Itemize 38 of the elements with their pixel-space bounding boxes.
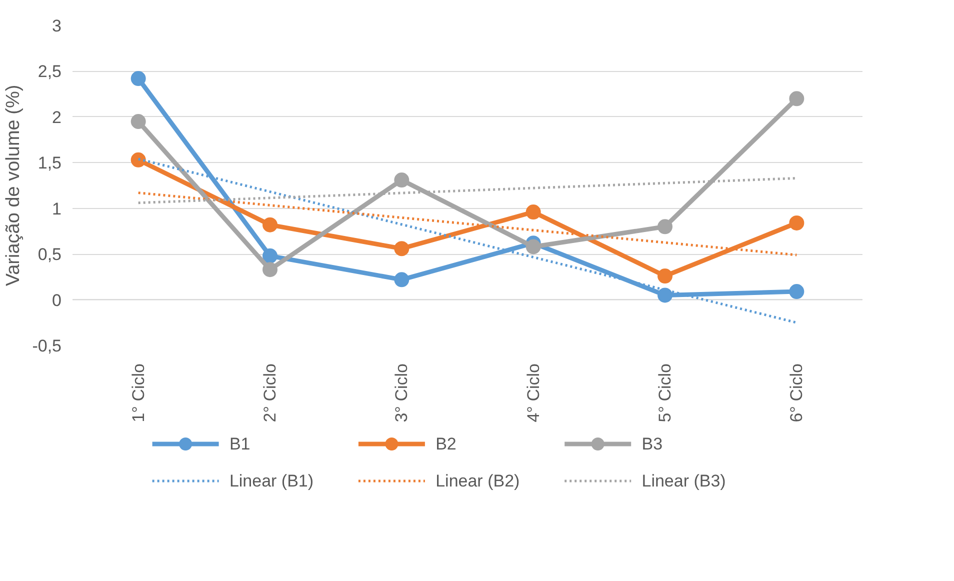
point [262, 217, 278, 232]
point [262, 262, 278, 278]
legend-label: B3 [642, 434, 663, 454]
point [789, 216, 804, 230]
x-tick-label: 2° Ciclo [260, 363, 280, 422]
y-tick-label: 2 [52, 108, 62, 127]
y-tick-label: 1,5 [38, 154, 62, 173]
x-tick-label: 4° Ciclo [524, 363, 543, 422]
point [262, 248, 278, 264]
point [394, 272, 410, 288]
y-tick-label: 0,5 [38, 245, 62, 264]
legend-label: Linear (B1) [229, 472, 314, 490]
x-tick-label: 3° Ciclo [392, 363, 412, 422]
point [526, 204, 541, 220]
point [789, 284, 804, 300]
point [658, 288, 672, 303]
point [394, 241, 410, 256]
x-tick-label: 5° Ciclo [656, 363, 674, 422]
legend-label: Linear (B3) [642, 472, 726, 490]
legend-label: Linear (B2) [436, 472, 520, 490]
legend-label: B1 [229, 434, 250, 454]
point [130, 114, 146, 129]
point [658, 268, 672, 284]
point [526, 239, 541, 254]
point [789, 91, 804, 106]
x-tick-label: 6° Ciclo [787, 363, 806, 422]
y-tick-label: 0 [52, 290, 62, 310]
point [394, 172, 410, 188]
point [130, 71, 146, 86]
y-tick-label: 1 [52, 199, 62, 218]
point [130, 152, 146, 168]
y-tick-label: 3 [52, 16, 62, 36]
legend-label: B2 [436, 434, 456, 454]
x-tick-label: 1° Ciclo [128, 363, 148, 422]
point [658, 219, 672, 234]
y-axis-title: Variação de volume (%) [3, 84, 24, 286]
y-tick-label: 2,5 [38, 62, 62, 82]
y-tick-label: -0,5 [32, 336, 62, 356]
